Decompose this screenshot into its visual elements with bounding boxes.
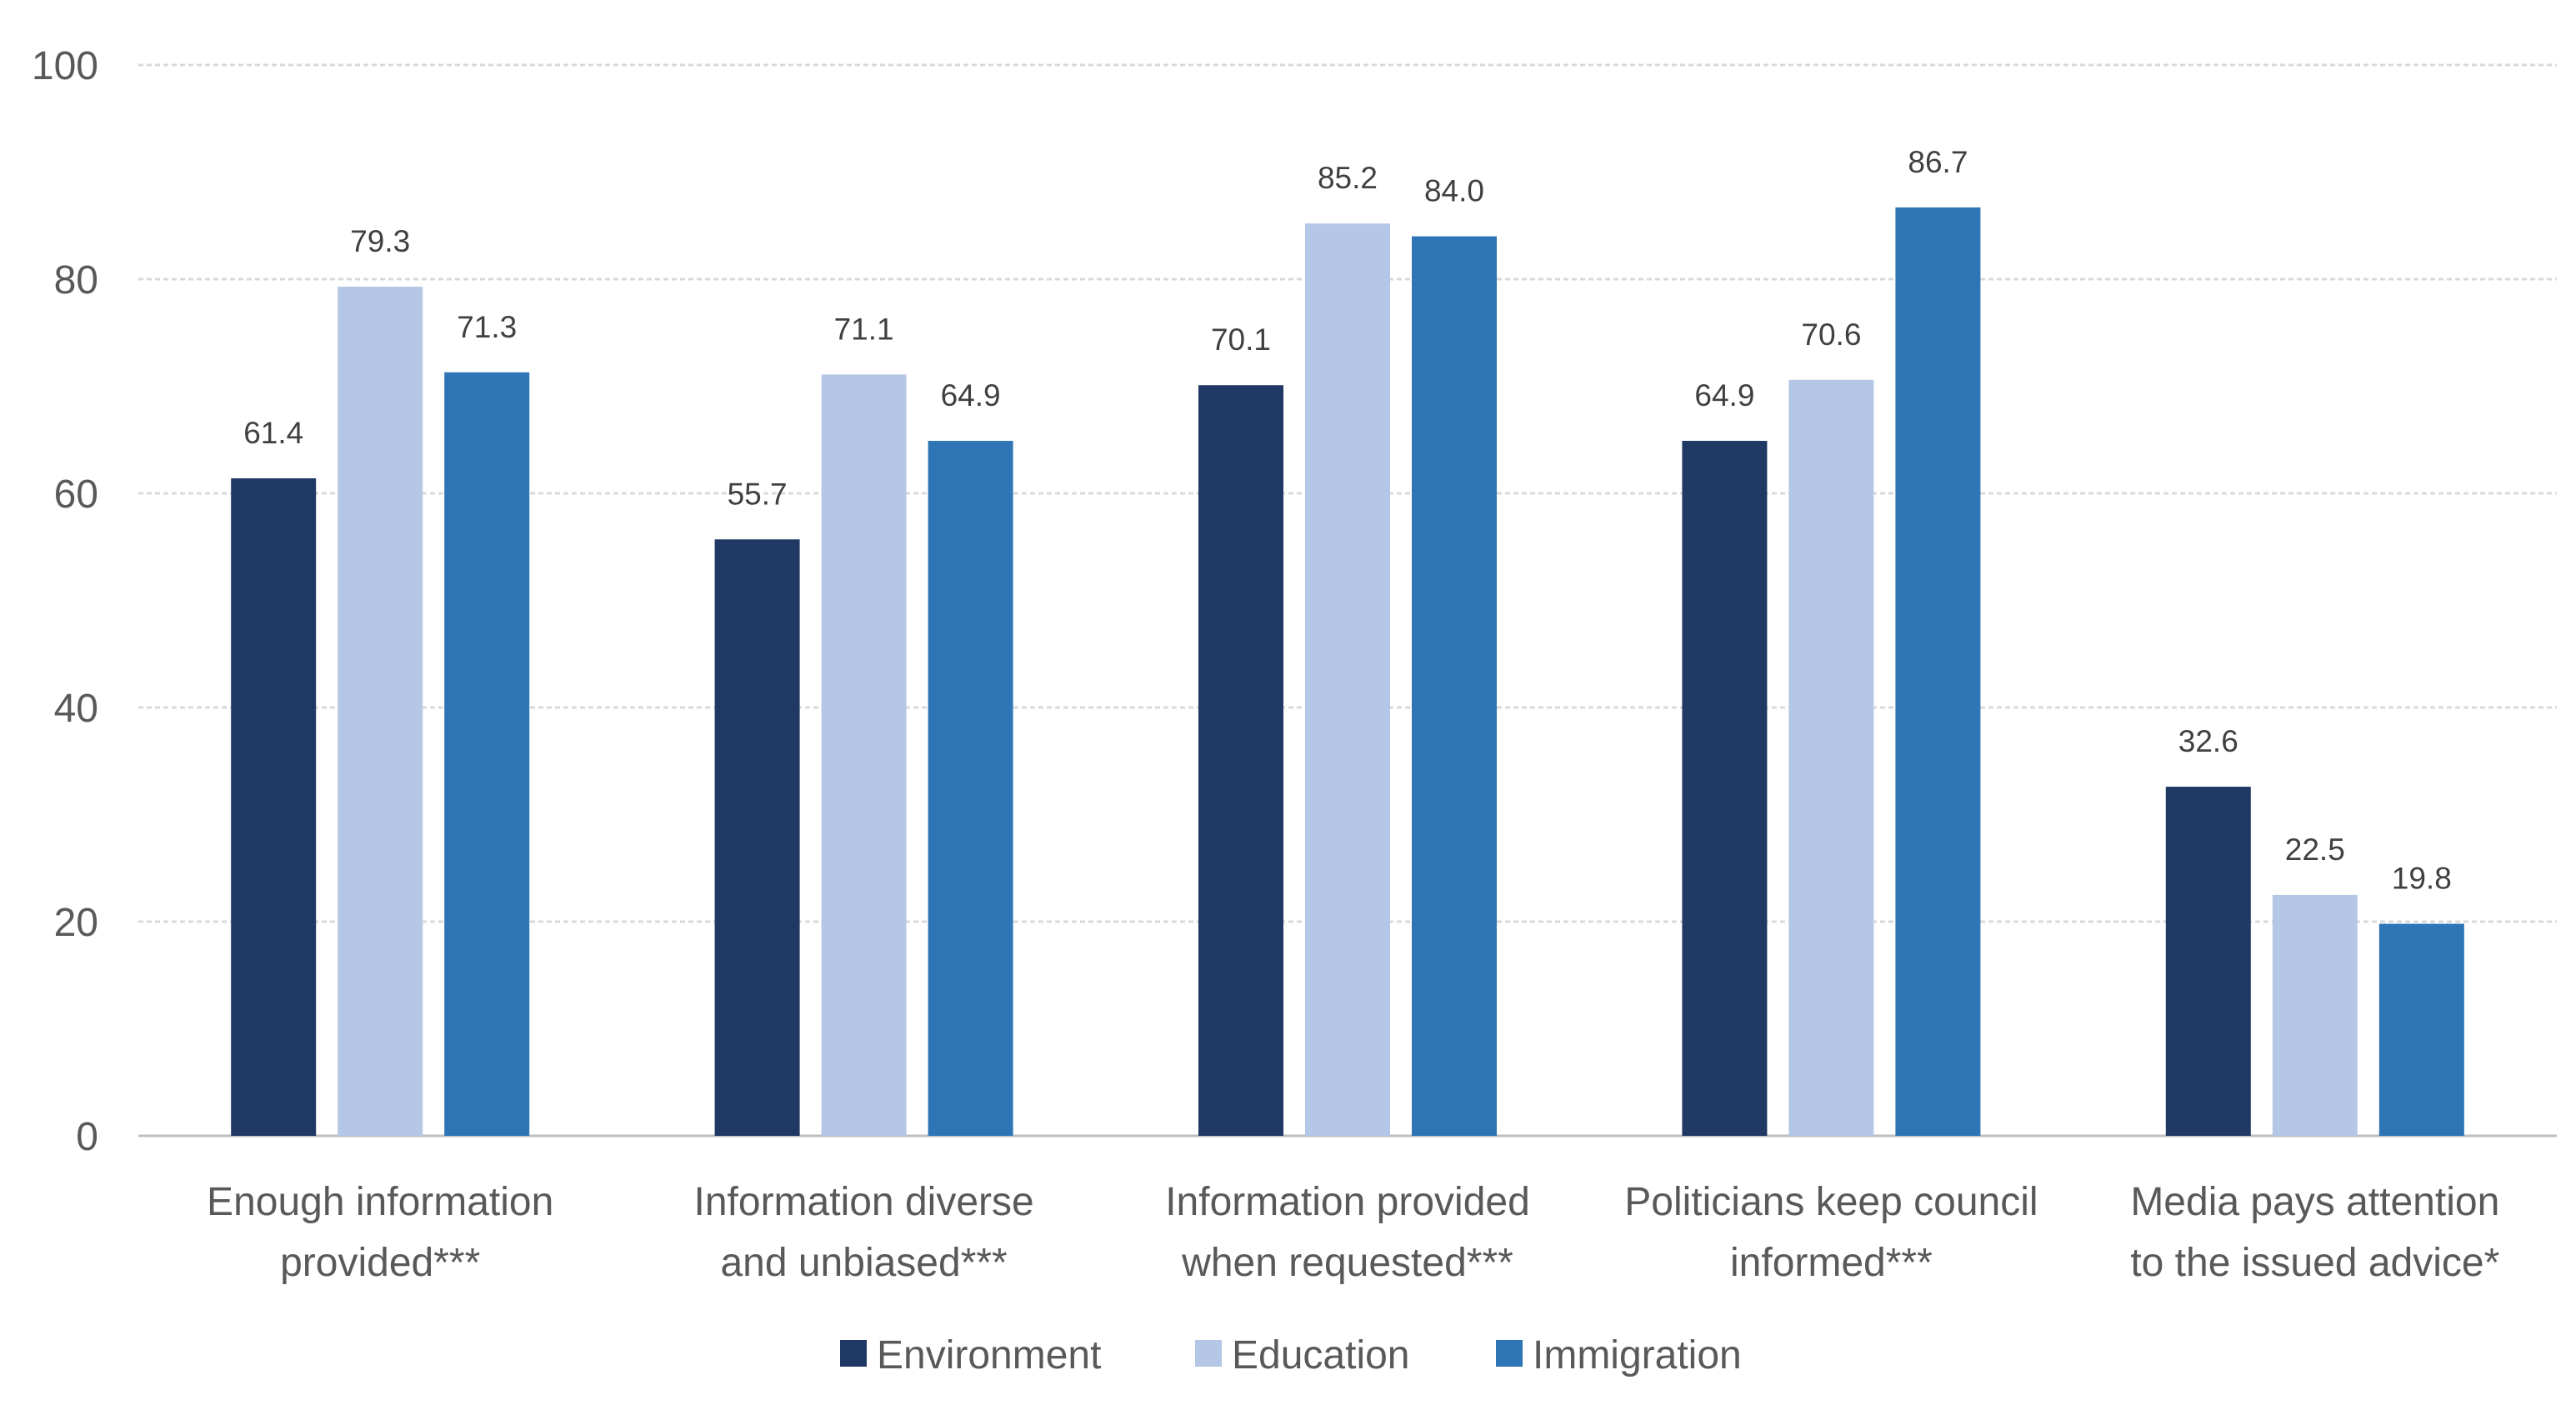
data-label: 61.4: [243, 416, 303, 450]
y-axis-tick-labels: 0 20 40 60 80 100: [32, 44, 98, 1159]
data-label: 71.1: [834, 312, 894, 346]
category-label: informed***: [1730, 1241, 1933, 1285]
y-tick-label: 80: [54, 258, 98, 302]
legend-swatch-environment: [840, 1340, 867, 1367]
category-label: provided***: [280, 1241, 480, 1285]
data-label: 70.6: [1801, 318, 1861, 352]
category-label: Media pays attention: [2130, 1180, 2499, 1224]
y-tick-label: 20: [54, 901, 98, 945]
bars: [231, 207, 2464, 1137]
data-label: 79.3: [350, 224, 410, 258]
bar-environment-3: [1198, 385, 1283, 1137]
y-tick-label: 60: [54, 472, 98, 517]
bar-education-5: [2272, 894, 2358, 1136]
legend-label-education: Education: [1232, 1333, 1410, 1378]
bar-immigration-4: [1895, 207, 1981, 1136]
legend: Environment Education Immigration: [840, 1333, 1742, 1378]
data-label: 70.1: [1211, 322, 1271, 357]
legend-label-environment: Environment: [877, 1333, 1101, 1378]
category-label: Enough information: [207, 1180, 553, 1224]
bar-environment-5: [2165, 787, 2251, 1136]
data-label: 84.0: [1424, 174, 1484, 208]
bar-environment-4: [1682, 441, 1768, 1136]
data-label: 19.8: [2392, 862, 2452, 896]
y-tick-label: 40: [54, 687, 98, 731]
category-label: Information provided: [1165, 1180, 1530, 1224]
bar-environment-1: [231, 478, 317, 1136]
data-label: 86.7: [1908, 145, 1968, 179]
category-label: Information diverse: [694, 1180, 1034, 1224]
data-labels: 61.4 79.3 71.3 55.7 71.1 64.9 70.1 85.2 84.0 64.9…: [243, 145, 2452, 896]
category-label: Politicians keep council: [1624, 1180, 2038, 1224]
bar-immigration-3: [1412, 236, 1497, 1137]
category-label: and unbiased***: [720, 1241, 1007, 1285]
bar-immigration-1: [444, 372, 530, 1136]
data-label: 55.7: [728, 477, 788, 511]
legend-swatch-education: [1195, 1340, 1222, 1367]
bar-education-1: [338, 286, 423, 1136]
bar-environment-2: [714, 539, 800, 1136]
y-tick-label: 100: [32, 44, 98, 88]
data-label: 32.6: [2178, 724, 2238, 758]
data-label: 64.9: [1694, 378, 1754, 412]
legend-label-immigration: Immigration: [1533, 1333, 1742, 1378]
data-label: 64.9: [941, 378, 1001, 412]
bar-education-2: [821, 374, 907, 1136]
category-label: to the issued advice*: [2130, 1241, 2499, 1285]
y-tick-label: 0: [76, 1115, 98, 1159]
bar-immigration-2: [928, 441, 1013, 1136]
bar-education-3: [1305, 223, 1390, 1137]
legend-swatch-immigration: [1496, 1340, 1523, 1367]
data-label: 22.5: [2285, 832, 2345, 867]
category-label: when requested***: [1181, 1241, 1513, 1285]
x-axis-category-labels: Enough information provided*** Information…: [207, 1180, 2499, 1285]
data-label: 85.2: [1318, 161, 1378, 195]
bar-education-4: [1788, 379, 1874, 1136]
data-label: 71.3: [457, 310, 517, 344]
bar-immigration-5: [2378, 923, 2464, 1136]
